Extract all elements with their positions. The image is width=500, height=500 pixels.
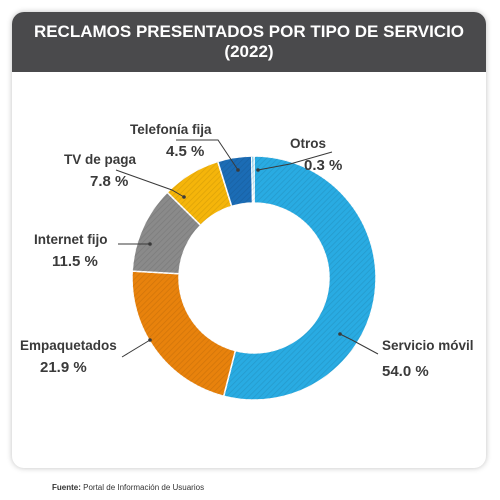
leader-line-1	[121, 339, 151, 358]
slice-value-label-0: 54.0 %	[382, 363, 429, 380]
chart-title-line1: RECLAMOS PRESENTADOS POR TIPO DE SERVICI…	[33, 22, 465, 41]
leader-dot-2	[148, 242, 152, 246]
slice-name-label-3: TV de paga	[64, 152, 137, 167]
slice-name-label-4: Telefonía fija	[130, 122, 212, 137]
source-note: Fuente: Portal de Información de Usuario…	[52, 483, 204, 492]
slice-name-label-5: Otros	[290, 136, 326, 151]
slice-value-label-1: 21.9 %	[40, 359, 87, 376]
slice-name-label-1: Empaquetados	[20, 338, 117, 353]
leader-line-3	[115, 169, 185, 198]
leader-dot-4	[236, 168, 240, 172]
slice-texture-5	[251, 156, 254, 204]
chart-title-line2: (2022)	[224, 42, 274, 61]
slice-name-label-2: Internet fijo	[34, 232, 108, 247]
leader-line-4	[176, 139, 239, 171]
slice-value-label-4: 4.5 %	[166, 143, 204, 160]
source-text: Portal de Información de Usuarios	[83, 483, 205, 492]
leader-dot-0	[338, 332, 342, 336]
leader-dot-5	[256, 168, 260, 172]
slice-value-label-5: 0.3 %	[304, 157, 342, 174]
slice-value-label-3: 7.8 %	[90, 173, 128, 190]
leader-dot-1	[148, 338, 152, 342]
chart-title: RECLAMOS PRESENTADOS POR TIPO DE SERVICI…	[12, 12, 486, 72]
slice-texture-1	[132, 271, 236, 397]
leader-line-5	[257, 151, 333, 171]
slice-texture-4	[217, 156, 253, 207]
source-label: Fuente:	[52, 483, 81, 492]
leader-dot-3	[182, 195, 186, 199]
slice-texture-2	[132, 192, 201, 274]
leader-line-0	[339, 333, 379, 355]
slice-value-label-2: 11.5 %	[52, 253, 98, 270]
slice-texture-3	[167, 161, 232, 226]
slice-texture-0	[223, 156, 376, 401]
slice-name-label-0: Servicio móvil	[382, 338, 474, 353]
